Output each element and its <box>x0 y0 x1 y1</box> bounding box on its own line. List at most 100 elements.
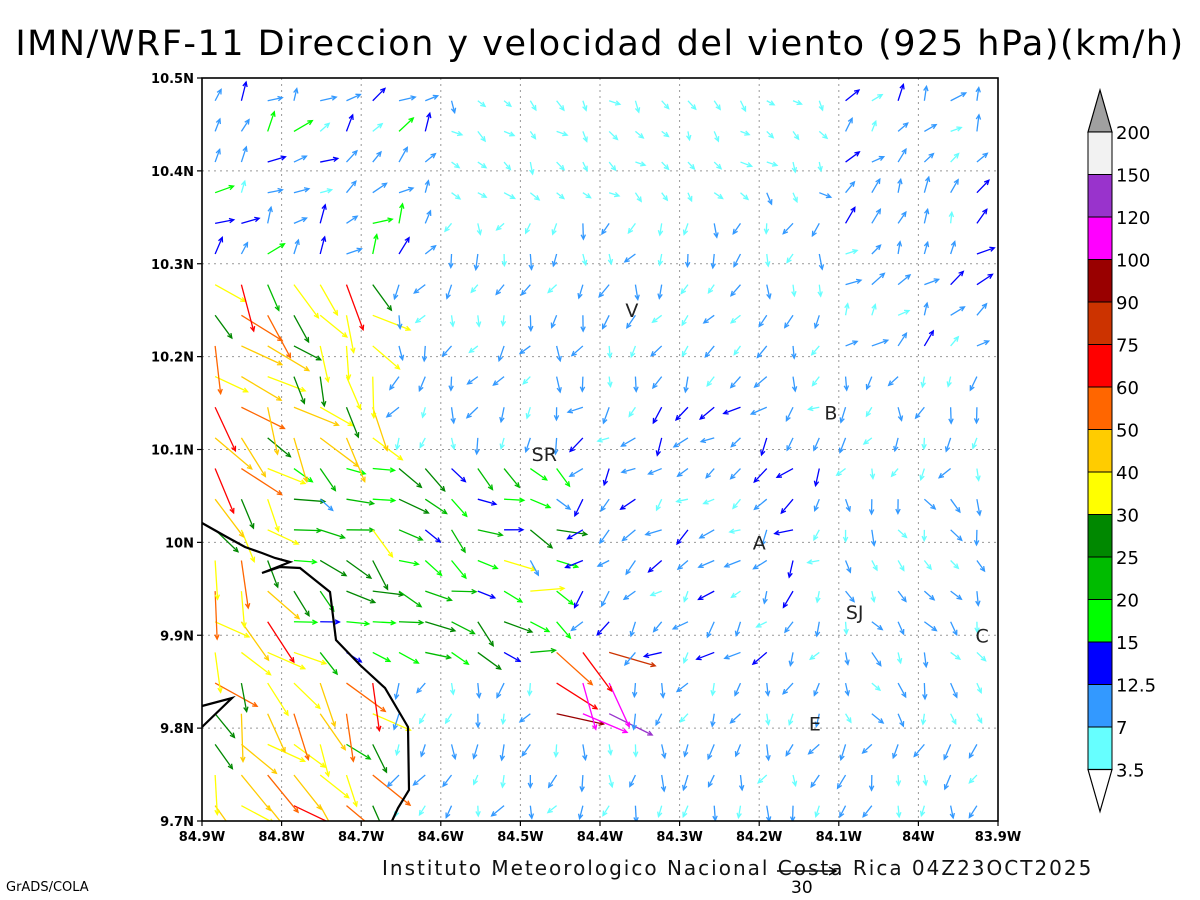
wind-vector-shaft <box>871 304 876 316</box>
wind-vector-head <box>435 537 442 543</box>
wind-vector <box>807 405 820 412</box>
wind-vector-head <box>878 718 885 724</box>
wind-vector <box>628 406 636 418</box>
wind-vector <box>504 497 526 503</box>
wind-vector-head <box>377 122 384 129</box>
wind-vector-shaft <box>500 437 505 449</box>
wind-vector <box>682 774 689 792</box>
wind-vector-shaft <box>530 587 565 592</box>
wind-vector <box>871 177 881 194</box>
wind-vector-shaft <box>707 744 715 760</box>
wind-vector-head <box>671 624 679 630</box>
wind-vector-shaft <box>792 774 797 786</box>
wind-vector-head <box>973 418 980 425</box>
wind-vector-shaft <box>319 437 359 467</box>
wind-vector-head <box>514 482 521 489</box>
wind-vector-shaft <box>372 590 404 596</box>
wind-vector <box>599 529 610 545</box>
wind-vector <box>293 314 310 344</box>
wind-vector <box>817 284 823 298</box>
wind-vector-head <box>526 690 533 697</box>
wind-vector-head <box>456 130 464 137</box>
wind-vector-shaft <box>734 682 742 696</box>
wind-vector <box>682 805 689 819</box>
wind-vector <box>661 192 669 202</box>
wind-vector-shaft <box>763 591 768 604</box>
wind-vector-head <box>312 619 319 625</box>
wind-vector <box>893 437 899 453</box>
wind-vector <box>267 713 286 754</box>
wind-vector <box>629 621 637 638</box>
wind-vector-shaft <box>766 805 770 821</box>
wind-vector-shaft <box>923 86 928 101</box>
wind-vector-shaft <box>215 219 234 224</box>
wind-vector-shaft <box>475 253 479 270</box>
wind-vector-head <box>968 752 974 759</box>
wind-vector-shaft <box>766 284 771 299</box>
wind-vector-head <box>324 122 331 129</box>
wind-vector-head <box>765 754 771 762</box>
wind-vector <box>728 528 741 534</box>
wind-vector-head <box>562 131 569 137</box>
wind-vector <box>267 205 273 224</box>
wind-vector <box>782 222 794 235</box>
wind-vector <box>740 130 751 136</box>
wind-vector-head <box>394 444 401 451</box>
wind-vector-head <box>755 622 762 628</box>
wind-vector-shaft <box>503 590 523 603</box>
wind-vector-head <box>570 350 577 357</box>
wind-vector-shaft <box>597 559 610 567</box>
wind-vector-shaft <box>389 376 400 390</box>
wind-vector-shaft <box>503 621 533 633</box>
wind-vector-head <box>765 816 772 821</box>
wind-vector-shaft <box>372 151 382 163</box>
wind-vector <box>582 713 629 734</box>
wind-vector <box>418 713 426 725</box>
wind-vector-head <box>983 179 990 186</box>
wind-vector-shaft <box>214 345 222 394</box>
axis-ticks: 84.9W 84.8W 84.7W 84.6W 84.5W 84.4W 84.3W 84.2W… <box>151 72 1021 845</box>
wind-vector <box>293 155 308 163</box>
wind-vector-head <box>476 229 483 236</box>
wind-vector <box>871 339 890 347</box>
wind-vector-head <box>746 162 754 168</box>
wind-vector-head <box>741 105 747 113</box>
wind-vector-head <box>581 259 588 267</box>
wind-vector-shaft <box>574 498 584 517</box>
wind-vector-shaft <box>521 744 531 757</box>
wind-vector <box>844 682 850 697</box>
wind-vector-shaft <box>521 284 531 296</box>
wind-vector <box>345 713 356 763</box>
wind-vector <box>607 345 613 359</box>
wind-vector <box>398 116 415 132</box>
wind-vector-shaft <box>756 621 768 628</box>
wind-vector-shaft <box>706 376 715 387</box>
wind-vector-shaft <box>477 651 502 670</box>
wind-vector-head <box>293 807 300 814</box>
wind-vector-head <box>633 386 639 393</box>
wind-vector-shaft <box>845 249 858 255</box>
wind-vector-head <box>463 659 470 665</box>
lat-tick-label: 10.2N <box>151 351 194 366</box>
wind-vector-shaft <box>565 559 584 569</box>
wind-vector-head <box>839 754 845 762</box>
wind-vector <box>766 161 779 167</box>
wind-vector <box>890 468 899 478</box>
wind-vector-shaft <box>813 437 820 451</box>
wind-vector-shaft <box>372 529 393 558</box>
wind-vector <box>398 590 423 608</box>
wind-vector-shaft <box>837 774 847 789</box>
wind-vector-shaft <box>525 437 531 452</box>
wind-vector-shaft <box>477 529 503 536</box>
wind-vector-shaft <box>676 498 689 503</box>
wind-vector <box>577 805 584 821</box>
wind-vector-head <box>601 228 607 236</box>
wind-vector-shaft <box>451 621 475 635</box>
wind-vector <box>240 241 249 255</box>
wind-vector-head <box>710 721 716 728</box>
wind-vector-head <box>760 540 767 547</box>
wind-vector <box>582 100 588 112</box>
wind-vector <box>293 87 299 101</box>
wind-vector-shaft <box>450 253 453 268</box>
wind-vector-head <box>813 322 820 330</box>
